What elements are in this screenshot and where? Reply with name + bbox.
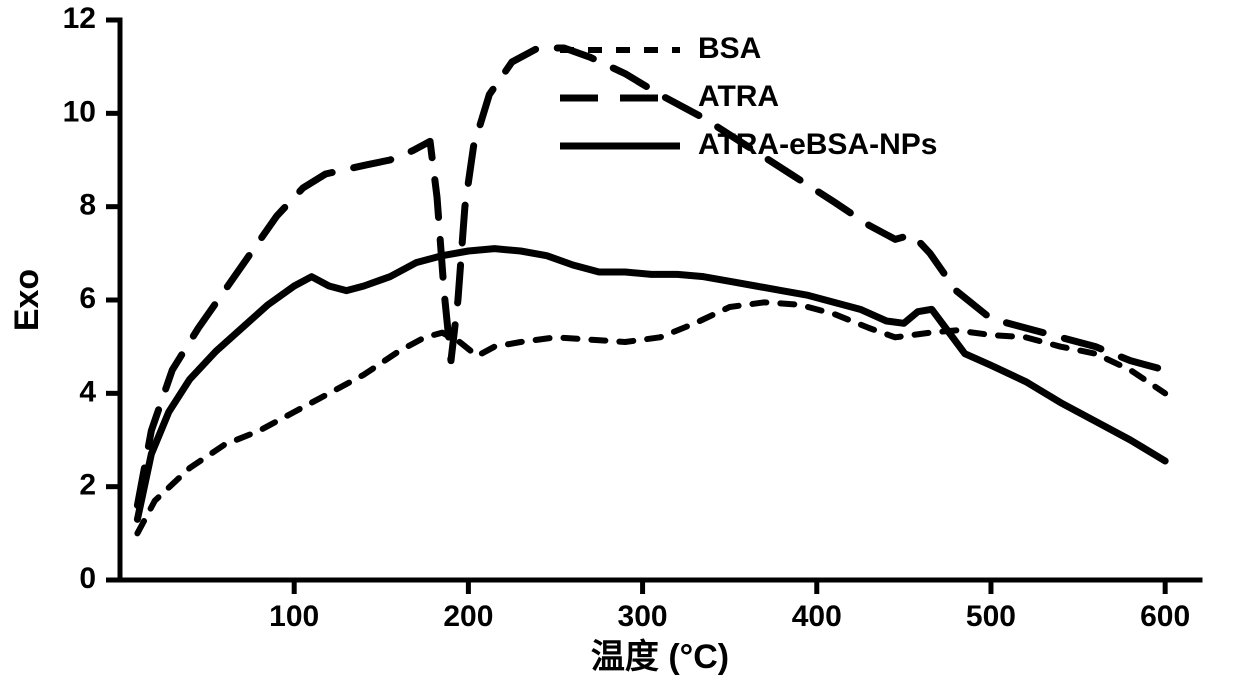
legend-label-atra: ATRA — [698, 80, 779, 113]
y-axis-label: Exo — [8, 269, 46, 331]
y-tick-label: 8 — [79, 189, 96, 222]
legend-label-bsa: BSA — [698, 32, 761, 65]
x-tick-label: 500 — [966, 600, 1016, 633]
chart-container: 0 2 4 6 8 10 12 100 200 300 400 500 600 温度 (°C) Exo BSA… — [0, 0, 1240, 690]
x-tick-label: 600 — [1140, 600, 1190, 633]
x-tick-label: 100 — [269, 600, 319, 633]
line-chart: 0 2 4 6 8 10 12 100 200 300 400 500 600 温度 (°C) Exo BSA… — [0, 0, 1240, 690]
x-tick-label: 200 — [443, 600, 493, 633]
y-tick-label: 12 — [63, 2, 96, 35]
y-tick-label: 6 — [79, 282, 96, 315]
legend-label-nps: ATRA-eBSA-NPs — [698, 128, 937, 161]
x-axis-label: 温度 (°C) — [591, 638, 729, 676]
x-tick-label: 300 — [618, 600, 668, 633]
x-tick-label: 400 — [792, 600, 842, 633]
y-tick-label: 4 — [79, 375, 96, 408]
y-tick-label: 0 — [79, 562, 96, 595]
y-tick-label: 10 — [63, 95, 96, 128]
y-tick-label: 2 — [79, 469, 96, 502]
